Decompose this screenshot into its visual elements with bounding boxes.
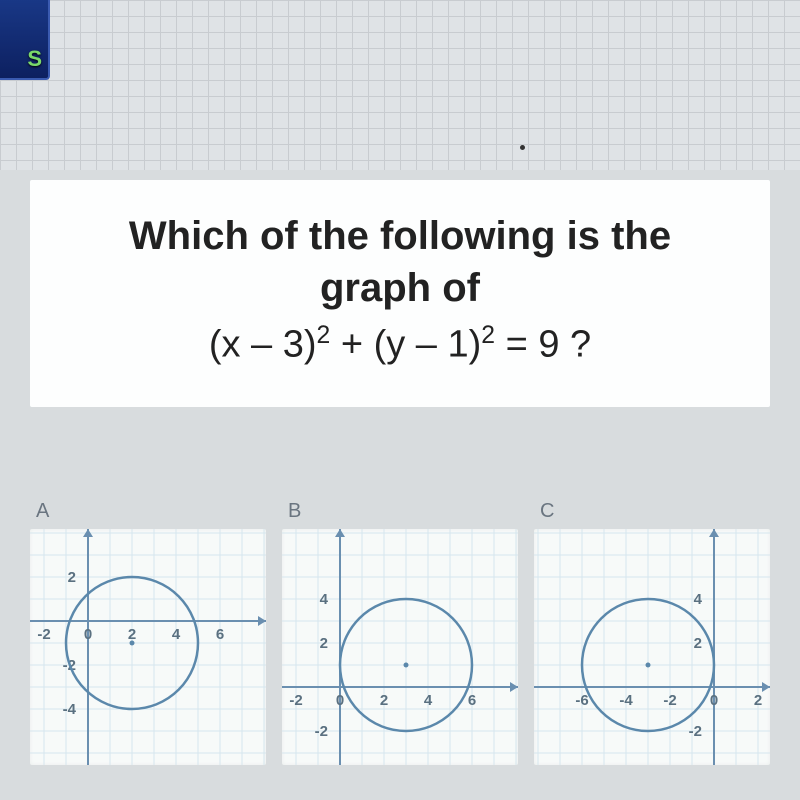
svg-text:-2: -2 <box>315 723 328 740</box>
svg-text:6: 6 <box>468 692 476 709</box>
choice-b[interactable]: B -2 0 2 4 6 4 2 -2 <box>282 500 518 765</box>
choice-a-label: A <box>30 500 266 523</box>
question-line-1: Which of the following is the <box>50 210 750 262</box>
choices-row: A -202462-2-4 B -2024642-2 C -6-4-20242-… <box>30 500 770 765</box>
choice-b-label: B <box>282 500 518 523</box>
svg-text:-4: -4 <box>619 692 633 709</box>
svg-text:2: 2 <box>380 692 388 709</box>
svg-text:-2: -2 <box>37 626 50 643</box>
choice-c-label: C <box>534 500 770 523</box>
question-line-2: graph of <box>50 262 750 314</box>
question-card: Which of the following is the graph of (… <box>30 180 770 407</box>
svg-text:2: 2 <box>320 635 328 652</box>
svg-text:2: 2 <box>694 635 702 652</box>
question-equation: (x – 3)2 + (y – 1)2 = 9 ? <box>50 322 750 367</box>
svg-text:0: 0 <box>710 692 718 709</box>
svg-text:2: 2 <box>754 692 762 709</box>
svg-text:2: 2 <box>128 626 136 643</box>
background-graph-paper <box>0 0 800 170</box>
svg-text:6: 6 <box>216 626 224 643</box>
svg-text:0: 0 <box>336 692 344 709</box>
svg-text:-6: -6 <box>575 692 588 709</box>
choice-c-graph: -6 -4 -2 0 2 4 2 -2 <box>534 529 770 765</box>
choice-a-graph: -202462-2-4 <box>30 529 266 765</box>
choice-a[interactable]: A -202462-2-4 <box>30 500 266 765</box>
corner-badge: S <box>0 0 50 80</box>
stray-dot <box>520 145 525 150</box>
svg-text:-4: -4 <box>63 701 77 718</box>
choice-b-graph: -2 0 2 4 6 4 2 -2 <box>282 529 518 765</box>
svg-text:-2: -2 <box>289 692 302 709</box>
corner-badge-text: S <box>27 46 42 72</box>
svg-text:4: 4 <box>694 591 703 608</box>
svg-text:-2: -2 <box>689 723 702 740</box>
choice-c[interactable]: C -6 -4 -2 0 2 4 2 -2 <box>534 500 770 765</box>
svg-text:4: 4 <box>172 626 181 643</box>
svg-text:4: 4 <box>320 591 329 608</box>
svg-text:4: 4 <box>424 692 433 709</box>
svg-text:2: 2 <box>68 569 76 586</box>
svg-text:0: 0 <box>84 626 92 643</box>
svg-text:-2: -2 <box>663 692 676 709</box>
